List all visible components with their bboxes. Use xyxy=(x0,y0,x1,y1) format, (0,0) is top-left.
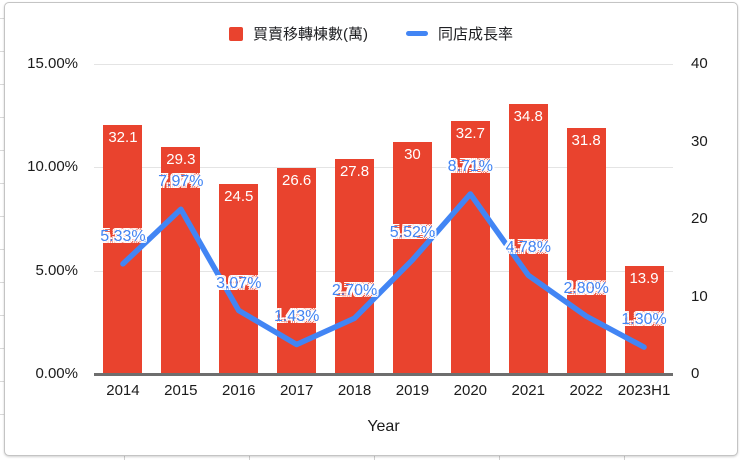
bar[interactable] xyxy=(219,184,259,374)
chart-card[interactable]: 買賣移轉棟數(萬) 同店成長率 0.00% 5.00% 10.00% 15.00% 0 1… xyxy=(4,2,738,456)
line-series-swatch-icon xyxy=(405,31,428,36)
bar-value-label: 24.5 xyxy=(224,188,254,206)
x-axis-tick-label: 2019 xyxy=(395,382,430,399)
bar-value-label: 31.8 xyxy=(571,131,601,149)
line-point-label: 1.30% xyxy=(621,311,667,329)
x-axis-tick-label: 2016 xyxy=(222,382,256,399)
left-axis-tick-label: 10.00% xyxy=(27,158,78,176)
bar-value-label: 26.6 xyxy=(282,171,312,189)
x-axis-tick-label: 2022 xyxy=(569,382,603,399)
x-axis-tick-label: 2020 xyxy=(453,382,488,399)
gridline xyxy=(94,270,673,272)
legend-item-bar-series[interactable]: 買賣移轉棟數(萬) xyxy=(228,23,368,44)
line-point-label: 1.43% xyxy=(273,308,320,326)
x-axis-tick-label: 2017 xyxy=(279,382,314,399)
line-point-label: 5.52% xyxy=(389,223,436,241)
line-point-label: 2.70% xyxy=(331,282,378,300)
line-point-label: 2.80% xyxy=(563,280,609,298)
line-point-label: 8.71% xyxy=(447,157,494,175)
bar[interactable] xyxy=(335,158,375,374)
gridline xyxy=(94,167,673,169)
right-axis-tick-label: 30 xyxy=(691,132,708,150)
line-point-label: 7.97% xyxy=(158,173,204,191)
plot-area: 0.00% 5.00% 10.00% 15.00% 0 10 20 30 40 32.1 29.3 2… xyxy=(27,55,708,435)
bar[interactable] xyxy=(624,266,664,374)
bar-series-swatch-icon xyxy=(228,26,243,41)
chart-legend: 買賣移轉棟數(萬) 同店成長率 xyxy=(5,23,737,44)
sheet-grid-left-sliver xyxy=(0,0,4,455)
right-axis-tick-label: 40 xyxy=(691,55,708,72)
bar[interactable] xyxy=(450,120,490,374)
bar-value-label: 30 xyxy=(404,145,421,163)
growth-rate-line[interactable] xyxy=(120,191,647,350)
right-axis-tick-label: 20 xyxy=(691,210,708,227)
bar-value-label: 32.1 xyxy=(108,129,138,147)
left-axis-tick-label: 0.00% xyxy=(35,365,78,382)
right-axis-tick-label: 0 xyxy=(691,365,700,382)
right-axis-tick-label: 10 xyxy=(691,287,708,305)
bar[interactable] xyxy=(161,146,201,374)
growth-rate-line-svg xyxy=(120,191,647,350)
legend-item-line-series[interactable]: 同店成長率 xyxy=(405,23,513,44)
bar-value-label: 29.3 xyxy=(166,150,196,168)
bar-value-label: 32.7 xyxy=(455,124,485,142)
bar[interactable] xyxy=(566,127,606,374)
left-axis-tick-label: 5.00% xyxy=(35,261,78,279)
line-point-label: 3.07% xyxy=(216,274,262,292)
sheet-grid-bottom-strip xyxy=(0,455,740,460)
bar-value-label: 34.8 xyxy=(513,108,543,126)
bar-series-label: 買賣移轉棟數(萬) xyxy=(252,26,368,43)
x-axis-tick-label: 2015 xyxy=(164,382,198,399)
line-series-label: 同店成長率 xyxy=(437,26,513,43)
bar-value-label: 27.8 xyxy=(339,162,370,180)
bar-value-label: 13.9 xyxy=(629,270,659,288)
bar[interactable] xyxy=(508,104,548,374)
x-axis-tick-label: 2021 xyxy=(511,382,545,399)
gridline xyxy=(94,64,673,65)
x-axis-title: Year xyxy=(367,418,400,435)
x-axis-line xyxy=(94,373,673,376)
x-axis-tick-label: 2023H1 xyxy=(617,382,671,399)
line-point-label: 4.78% xyxy=(505,239,551,257)
x-axis-tick-label: 2018 xyxy=(337,382,372,399)
x-axis-tick-label: 2014 xyxy=(106,382,140,399)
left-axis-tick-label: 15.00% xyxy=(27,55,78,72)
line-point-label: 5.33% xyxy=(100,227,146,245)
